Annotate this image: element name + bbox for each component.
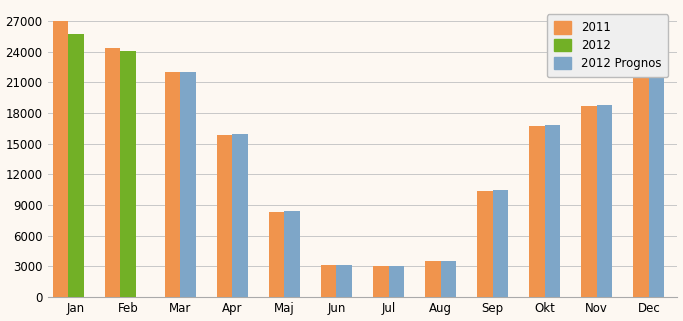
Bar bbox=[269, 212, 284, 297]
Bar bbox=[425, 261, 441, 297]
Bar bbox=[104, 48, 120, 297]
Bar bbox=[492, 190, 508, 297]
Bar bbox=[529, 126, 545, 297]
Bar bbox=[284, 211, 300, 297]
Bar bbox=[165, 72, 180, 297]
Bar bbox=[232, 134, 248, 297]
Bar bbox=[545, 125, 560, 297]
Bar bbox=[337, 265, 352, 297]
Bar bbox=[597, 105, 613, 297]
Legend: 2011, 2012, 2012 Prognos: 2011, 2012, 2012 Prognos bbox=[546, 14, 669, 77]
Bar bbox=[68, 34, 84, 297]
Bar bbox=[389, 266, 404, 297]
Bar bbox=[441, 261, 456, 297]
Bar bbox=[53, 21, 68, 297]
Bar bbox=[477, 191, 492, 297]
Bar bbox=[649, 51, 665, 297]
Bar bbox=[321, 265, 337, 297]
Bar bbox=[217, 135, 232, 297]
Bar bbox=[180, 72, 196, 297]
Bar bbox=[581, 106, 597, 297]
Bar bbox=[120, 50, 136, 297]
Bar bbox=[633, 52, 649, 297]
Bar bbox=[373, 266, 389, 297]
